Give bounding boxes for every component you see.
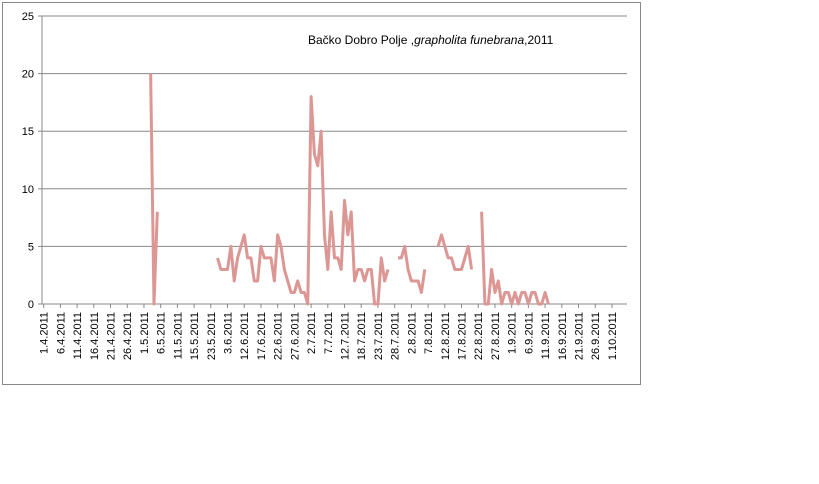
x-tick-label: 1.5.2011 <box>139 312 151 354</box>
title-part: grapholita funebrana <box>414 33 524 47</box>
x-tick-label: 21.9.2011 <box>574 312 586 360</box>
x-tick-label: 6.9.2011 <box>523 312 535 354</box>
y-tick-label: 10 <box>22 184 34 196</box>
chart-border <box>2 2 641 385</box>
x-tick-label: 23.7.2011 <box>373 312 385 360</box>
y-tick-label: 15 <box>22 126 34 138</box>
x-tick-label: 22.8.2011 <box>473 312 485 360</box>
x-tick-label: 3.6.2011 <box>223 312 235 354</box>
x-tick-label: 11.5.2011 <box>172 312 184 359</box>
x-tick-label: 2.8.2011 <box>406 312 418 354</box>
x-tick-label: 17.8.2011 <box>457 312 469 360</box>
x-tick-label: 27.8.2011 <box>490 312 502 360</box>
x-tick-label: 12.8.2011 <box>440 312 452 360</box>
x-tick-label: 17.6.2011 <box>256 312 268 360</box>
x-tick-label: 28.7.2011 <box>390 312 402 360</box>
series-line <box>149 73 550 306</box>
x-tick-label: 15.5.2011 <box>189 312 201 360</box>
x-tick-label: 23.5.2011 <box>206 312 218 360</box>
x-tick-label: 1.10.2011 <box>607 312 619 360</box>
x-tick-label: 6.4.2011 <box>55 312 67 354</box>
x-tick-label: 2.7.2011 <box>306 312 318 354</box>
y-tick-label: 5 <box>28 241 34 253</box>
y-tick-label: 25 <box>22 11 34 23</box>
x-tick-label: 7.7.2011 <box>323 312 335 354</box>
title-part: ,2011 <box>524 33 553 47</box>
x-tick-label: 1.9.2011 <box>507 312 519 354</box>
x-tick-label: 18.7.2011 <box>356 312 368 360</box>
y-tick-label: 0 <box>28 299 34 311</box>
x-tick-label: 11.9.2011 <box>540 312 552 359</box>
x-tick-label: 22.6.2011 <box>273 312 285 360</box>
x-tick-label: 12.7.2011 <box>340 312 352 360</box>
x-tick-label: 12.6.2011 <box>239 312 251 360</box>
x-tick-label: 26.9.2011 <box>590 312 602 360</box>
x-tick-label: 16.4.2011 <box>89 312 101 360</box>
x-tick-label: 16.9.2011 <box>557 312 569 360</box>
chart-title: Bačko Dobro Polje ,grapholita funebrana,… <box>308 33 554 47</box>
x-tick-label: 7.8.2011 <box>423 312 435 354</box>
x-tick-label: 21.4.2011 <box>106 312 118 360</box>
x-tick-label: 26.4.2011 <box>122 312 134 360</box>
x-tick-label: 11.4.2011 <box>72 312 84 359</box>
x-tick-label: 6.5.2011 <box>156 312 168 354</box>
x-tick-label: 27.6.2011 <box>289 312 301 360</box>
x-tick-label: 1.4.2011 <box>39 312 51 354</box>
title-part: Bačko Dobro Polje , <box>308 33 414 47</box>
y-tick-label: 20 <box>22 69 34 81</box>
